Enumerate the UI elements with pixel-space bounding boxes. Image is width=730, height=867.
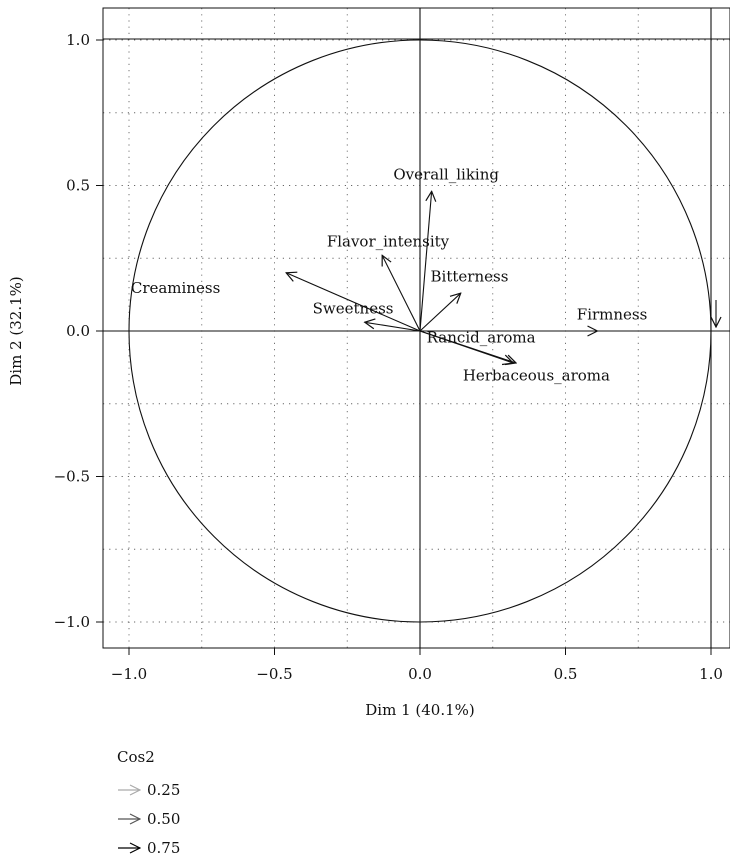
y-tick-label: −1.0 (54, 613, 90, 631)
cos2-legend: Cos2 0.25 0.50 0.75 (117, 748, 180, 857)
label-overall-liking: Overall_liking (393, 166, 499, 184)
arrow-sweetness (365, 322, 421, 332)
correlation-circle (128, 39, 712, 623)
y-tick-label: −0.5 (54, 468, 90, 486)
y-tick-label: 0.0 (66, 322, 90, 340)
legend-label-2: 0.50 (147, 810, 180, 828)
legend-title: Cos2 (117, 748, 155, 766)
variable-arrows: Overall_liking Flavor_intensity Bitterness… (131, 166, 716, 384)
y-tick-label: 1.0 (66, 31, 90, 49)
plot-frame (102, 7, 730, 649)
label-rancid-aroma: Rancid_aroma (427, 329, 536, 347)
grid-lines (103, 8, 730, 648)
x-tick-label: 0.5 (554, 665, 578, 683)
label-flavor-intensity: Flavor_intensity (327, 233, 450, 251)
x-tick-label: −1.0 (111, 665, 147, 683)
label-sweetness: Sweetness (313, 300, 394, 318)
axis-ticks: −1.0 −0.5 0.0 0.5 1.0 −1.0 −0.5 0.0 0.5 1.0 (54, 31, 723, 683)
arrow-herbaceous-aroma (419, 330, 513, 363)
x-tick-label: 1.0 (699, 665, 723, 683)
legend-label-3: 0.75 (147, 839, 180, 857)
x-tick-label: 0.0 (408, 665, 432, 683)
label-bitterness: Bitterness (431, 268, 509, 286)
x-tick-label: −0.5 (256, 665, 292, 683)
reference-lines (103, 8, 730, 648)
label-firmness: Firmness (577, 305, 648, 323)
arrow-flavor-intensity (382, 255, 421, 332)
label-herbaceous-aroma: Herbaceous_aroma (463, 366, 610, 384)
arrow-creaminess (286, 273, 421, 332)
legend-label-1: 0.25 (147, 781, 180, 799)
label-creaminess: Creaminess (131, 279, 220, 297)
y-tick-label: 0.5 (66, 177, 90, 195)
x-axis-title: Dim 1 (40.1%) (365, 701, 474, 719)
arrow-bitterness (419, 293, 461, 332)
arrow-overall-liking (419, 191, 432, 332)
y-axis-title: Dim 2 (32.1%) (7, 276, 25, 385)
